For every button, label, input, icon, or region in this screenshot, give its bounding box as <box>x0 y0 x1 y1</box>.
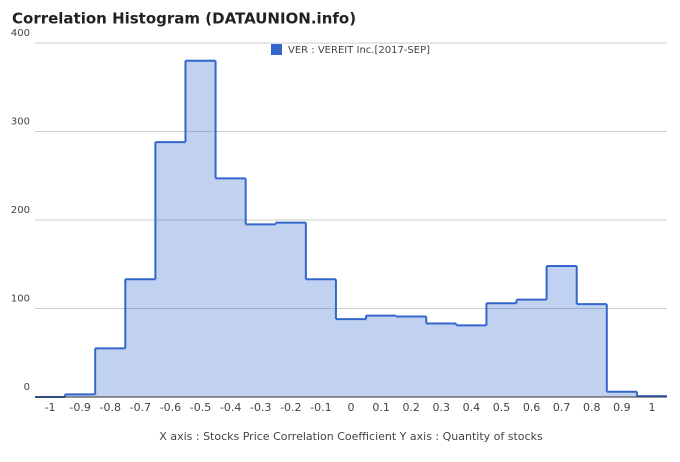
bar <box>275 222 306 397</box>
bar <box>155 142 186 397</box>
x-tick-label: 0.5 <box>493 401 511 414</box>
bar <box>245 224 276 397</box>
x-tick-label: 0.3 <box>433 401 451 414</box>
bar <box>366 315 397 397</box>
bar <box>335 319 367 397</box>
bar <box>576 304 607 397</box>
x-axis-label: X axis : Stocks Price Correlation Coeffi… <box>159 430 543 443</box>
x-tick-label: -0.4 <box>220 401 241 414</box>
bar <box>606 391 637 397</box>
y-tick-label: 400 <box>11 28 30 39</box>
x-tick-label: 0.4 <box>463 401 481 414</box>
y-tick-label: 200 <box>11 205 30 216</box>
x-tick-label: -0.5 <box>190 401 211 414</box>
bar <box>546 266 577 397</box>
bar <box>516 299 547 397</box>
bar <box>426 323 457 397</box>
bar <box>95 348 126 397</box>
x-tick-label: 0.8 <box>583 401 601 414</box>
y-tick-label: 0 <box>24 382 30 393</box>
bar <box>125 279 156 397</box>
x-tick-label: -0.1 <box>310 401 331 414</box>
bar <box>396 316 427 397</box>
x-tick-label: -0.8 <box>100 401 121 414</box>
x-tick-label: 0.7 <box>553 401 571 414</box>
y-tick-label: 300 <box>11 117 30 128</box>
x-tick-label: -0.6 <box>160 401 181 414</box>
x-tick-label: -0.3 <box>250 401 271 414</box>
bar <box>215 178 246 397</box>
bar <box>456 325 487 397</box>
x-tick-label: 0.6 <box>523 401 541 414</box>
x-tick-label: 0.1 <box>372 401 390 414</box>
x-tick-label: -0.7 <box>130 401 151 414</box>
x-tick-label: 0 <box>348 401 355 414</box>
x-tick-label: -0.9 <box>69 401 90 414</box>
y-tick-label: 100 <box>11 294 30 305</box>
x-tick-label: 0.2 <box>402 401 420 414</box>
legend-swatch <box>271 44 282 55</box>
bar <box>305 279 336 397</box>
chart-title: Correlation Histogram (DATAUNION.info) <box>12 10 356 28</box>
bar <box>185 60 216 397</box>
x-tick-label: -0.2 <box>280 401 301 414</box>
bar <box>65 394 96 397</box>
legend-label: VER : VEREIT Inc.[2017-SEP] <box>288 45 430 56</box>
x-tick-label: 0.9 <box>613 401 631 414</box>
bar <box>486 303 517 397</box>
x-tick-label: -1 <box>45 401 56 414</box>
x-tick-label: 1 <box>648 401 655 414</box>
